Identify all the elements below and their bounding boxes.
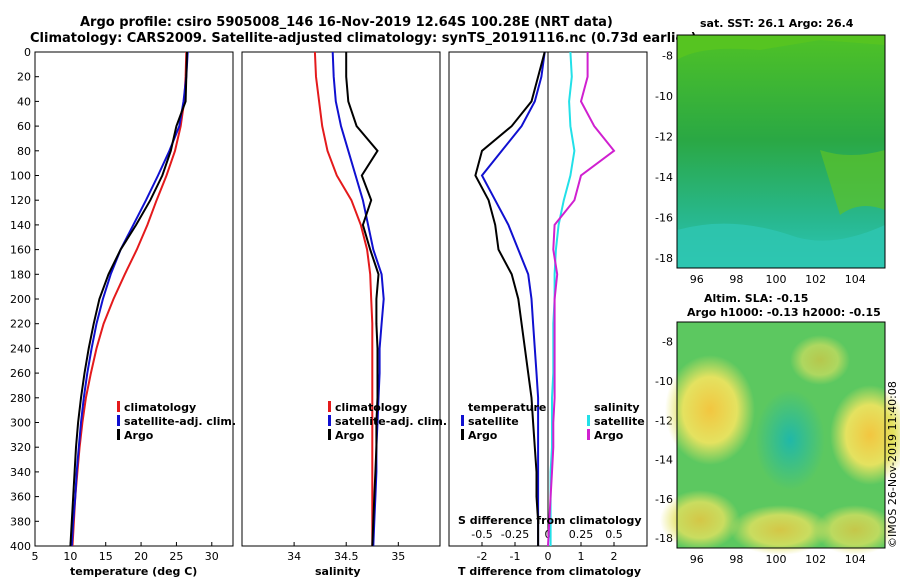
x-tick-label: 20 [134, 550, 148, 563]
map-y-tick-label: -8 [662, 49, 673, 62]
series-line-argo [345, 52, 380, 547]
x-tick-label: -2 [477, 550, 488, 563]
diff-legend-t-title: temperature [468, 401, 546, 414]
depth-tick-label: 300 [10, 417, 31, 430]
sal-legend: climatology satellite-adj. clim. Argo [328, 401, 447, 442]
diff-xlabel: T difference from climatology [458, 565, 641, 578]
series-line-t-satellite [480, 51, 546, 546]
depth-tick-label: 40 [17, 95, 31, 108]
depth-tick-label: 80 [17, 145, 31, 158]
series-line-satellite-adj-clim- [70, 51, 189, 547]
x-tick-label: 34.5 [334, 550, 359, 563]
depth-tick-label: 180 [10, 268, 31, 281]
map-x-tick-label: 98 [729, 553, 743, 566]
sal-panel [241, 51, 441, 547]
map-y-tick-label: -10 [655, 90, 673, 103]
diff-legend-t-argo: Argo [468, 429, 498, 442]
map-x-tick-label: 104 [845, 553, 866, 566]
depth-tick-label: 160 [10, 244, 31, 257]
sal-legend-argo: Argo [335, 429, 365, 442]
map-x-tick-label: 104 [845, 273, 866, 286]
sla-map [660, 322, 900, 555]
temp-panel [34, 51, 234, 547]
x-tick-label: 30 [205, 550, 219, 563]
x-tick-label: 0 [545, 550, 552, 563]
x-tick-label: 34 [287, 550, 301, 563]
sal-legend-sat: satellite-adj. clim. [335, 415, 447, 428]
x-tick-label: 2 [611, 550, 618, 563]
depth-tick-label: 260 [10, 367, 31, 380]
series-line-s-argo [547, 52, 616, 547]
diff-legend-s-sat: satellite [594, 415, 645, 428]
depth-tick-label: 240 [10, 342, 31, 355]
depth-tick-label: 20 [17, 71, 31, 84]
map-x-tick-label: 96 [690, 553, 704, 566]
depth-tick-label: 140 [10, 219, 31, 232]
x-tick-label-s: -0.5 [471, 528, 492, 541]
x-tick-label-s: 0.25 [569, 528, 594, 541]
sst-map [677, 35, 885, 268]
watermark: ©IMOS 26-Nov-2019 11:40:08 [886, 381, 899, 548]
map-x-tick-label: 102 [805, 553, 826, 566]
x-tick-label: 1 [578, 550, 585, 563]
diff-legend-s-argo: Argo [594, 429, 624, 442]
x-tick-label: -1 [510, 550, 521, 563]
temp-legend-sat: satellite-adj. clim. [124, 415, 236, 428]
map-x-tick-label: 100 [766, 273, 787, 286]
depth-tick-label: 60 [17, 120, 31, 133]
depth-tick-label: 400 [10, 540, 31, 553]
x-tick-label: 5 [32, 550, 39, 563]
depth-tick-label: 360 [10, 491, 31, 504]
temp-legend-argo: Argo [124, 429, 154, 442]
diff-legend-t: temperature satellite Argo [461, 401, 546, 442]
series-line-climatology [313, 51, 374, 546]
sla-frame [676, 321, 886, 549]
depth-tick-label: 280 [10, 392, 31, 405]
depth-tick-label: 200 [10, 293, 31, 306]
sal-legend-clim: climatology [335, 401, 407, 414]
depth-tick-label: 340 [10, 466, 31, 479]
map-x-tick-label: 102 [805, 273, 826, 286]
diff-legend-s-title: salinity [594, 401, 640, 414]
depth-tick-label: 380 [10, 515, 31, 528]
sla-title1: Altim. SLA: -0.15 [704, 292, 808, 305]
x-tick-label-s: -0.25 [501, 528, 529, 541]
temp-legend: climatology satellite-adj. clim. Argo [117, 401, 236, 442]
map-y-tick-label: -16 [655, 211, 673, 224]
map-y-tick-label: -14 [655, 171, 673, 184]
depth-tick-label: 320 [10, 441, 31, 454]
x-tick-label: 35 [391, 550, 405, 563]
map-x-tick-label: 100 [766, 553, 787, 566]
sal-xlabel: salinity [315, 565, 361, 578]
map-x-tick-label: 96 [690, 273, 704, 286]
map-y-tick-label: -12 [655, 130, 673, 143]
series-line-climatology [71, 51, 188, 547]
map-y-tick-label: -14 [655, 454, 673, 467]
title-line1: Argo profile: csiro 5905008_146 16-Nov-2… [80, 15, 613, 30]
x-tick-label: 10 [63, 550, 77, 563]
series-line-argo [69, 51, 188, 547]
x-tick-label: 15 [99, 550, 113, 563]
x-tick-label: 25 [169, 550, 183, 563]
diff-xlabel-s: S difference from climatology [458, 514, 642, 527]
map-x-tick-label: 98 [729, 273, 743, 286]
temp-xlabel: temperature (deg C) [70, 565, 197, 578]
sst-title: sat. SST: 26.1 Argo: 26.4 [700, 17, 854, 30]
depth-tick-label: 220 [10, 318, 31, 331]
map-y-tick-label: -10 [655, 375, 673, 388]
depth-tick-label: 100 [10, 170, 31, 183]
series-line-t-argo [474, 51, 546, 546]
diff-legend-t-sat: satellite [468, 415, 519, 428]
map-y-tick-label: -18 [655, 252, 673, 265]
diff-legend-s: salinity satellite Argo [587, 401, 645, 442]
sst-frame [676, 34, 886, 269]
depth-tick-label: 120 [10, 194, 31, 207]
depth-tick-label: 0 [24, 46, 31, 59]
title-line2: Climatology: CARS2009. Satellite-adjuste… [30, 31, 697, 46]
sla-title2: Argo h1000: -0.13 h2000: -0.15 [687, 306, 881, 319]
temp-legend-clim: climatology [124, 401, 196, 414]
x-tick-label-s: 0.5 [605, 528, 623, 541]
map-y-tick-label: -8 [662, 336, 673, 349]
